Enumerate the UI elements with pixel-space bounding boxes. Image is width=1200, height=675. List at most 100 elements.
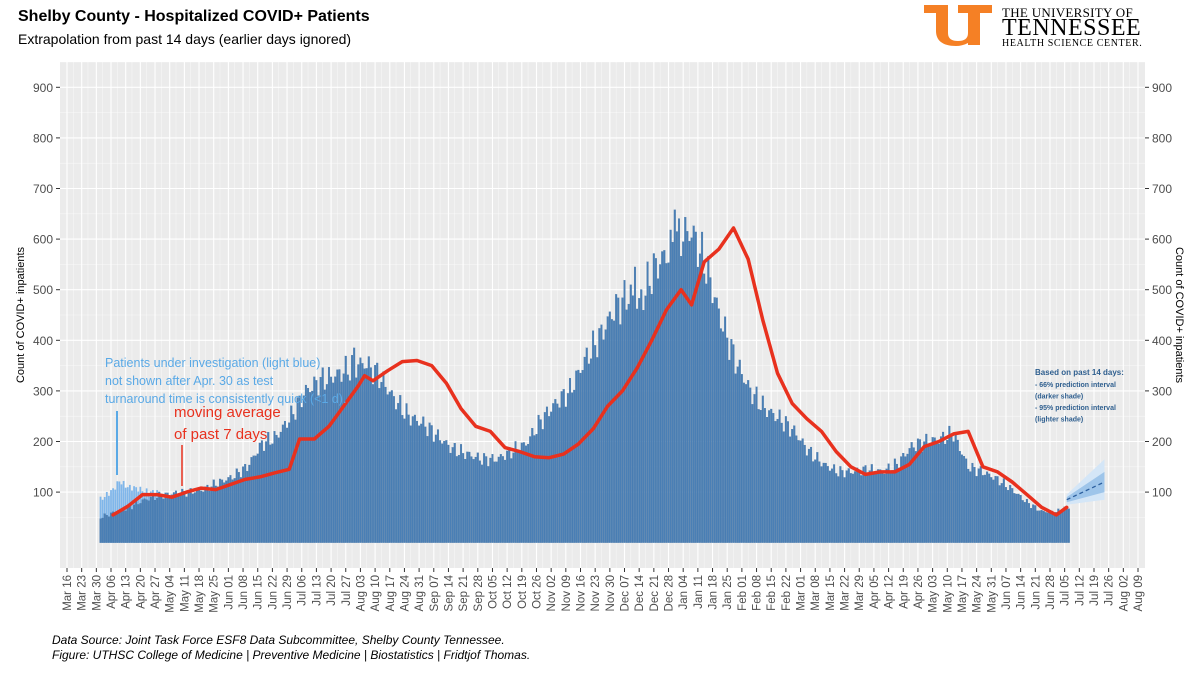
hospitalized-bar [994, 476, 997, 543]
hospitalized-bar [126, 505, 129, 543]
hospitalized-bar [485, 456, 488, 543]
hospitalized-bar [300, 407, 303, 543]
hospitalized-bar [426, 436, 429, 543]
hospitalized-bar [466, 451, 469, 543]
hospitalized-bar [321, 367, 324, 543]
hospitalized-bar [963, 456, 966, 543]
hospitalized-bar [189, 488, 192, 543]
hospitalized-bar [518, 452, 521, 543]
hospitalized-bar [221, 479, 224, 543]
hospitalized-bar [420, 423, 423, 543]
hospitalized-bar [525, 445, 527, 543]
hospitalized-bar [170, 494, 173, 543]
hospitalized-bar [751, 404, 754, 543]
hospitalized-bar [158, 491, 161, 543]
hospitalized-bar [443, 440, 446, 543]
hospitalized-bar [246, 471, 249, 543]
hospitalized-bar [866, 475, 869, 543]
hospitalized-bar [286, 427, 289, 543]
hospitalized-bar [579, 372, 582, 543]
hospitalized-bar [956, 439, 959, 543]
hospitalized-bar [193, 492, 196, 543]
hospitalized-bar [1015, 493, 1018, 543]
x-tick-label: Aug 24 [399, 574, 411, 611]
hospitalized-bar [763, 408, 766, 543]
hospitalized-bar [1048, 510, 1051, 543]
hospitalized-bar [472, 459, 475, 543]
hospitalized-bar [198, 489, 201, 543]
hospitalized-bar [105, 515, 108, 543]
hospitalized-bar [411, 416, 414, 543]
hospitalized-bar [250, 457, 253, 543]
hospitalized-bar [717, 308, 720, 543]
hospitalized-bar [252, 455, 255, 543]
hospitalized-bar [372, 384, 374, 543]
x-tick-label: Oct 26 [531, 575, 543, 609]
hospitalized-bar [149, 497, 152, 543]
hospitalized-bar [376, 362, 379, 543]
hospitalized-bar [627, 303, 630, 543]
hospitalized-bar [885, 468, 888, 543]
hospitalized-bar [889, 471, 892, 543]
hospitalized-bar [416, 420, 419, 543]
hospitalized-bar [114, 513, 117, 543]
x-tick-label: Feb 08 [752, 575, 764, 611]
hospitalized-bar [539, 419, 542, 543]
data-source-caption: Data Source: Joint Task Force ESF8 Data … [52, 633, 505, 647]
hospitalized-bar [1023, 502, 1026, 543]
hospitalized-bar [204, 486, 207, 543]
hospitalized-bar [801, 438, 804, 543]
hospitalized-bar [483, 453, 486, 543]
hospitalized-bar [143, 498, 146, 543]
x-tick-label: Dec 07 [620, 575, 632, 611]
hospitalized-bar [1057, 508, 1060, 543]
hospitalized-bar [709, 277, 712, 543]
hospitalized-bar [900, 456, 903, 543]
hospitalized-bar [160, 496, 163, 543]
hospitalized-bar [154, 500, 157, 543]
x-tick-label: May 17 [957, 575, 969, 613]
hospitalized-bar [281, 424, 284, 543]
hospitalized-bar [191, 493, 194, 543]
hospitalized-bar [363, 368, 366, 543]
hospitalized-bar [562, 389, 565, 543]
logo-line-1: THE UNIVERSITY OF [1002, 5, 1133, 20]
x-tick-label: Apr 13 [121, 575, 133, 609]
y-tick-label-left: 400 [33, 334, 53, 348]
hospitalized-bar [227, 477, 230, 543]
hospitalized-bar [506, 450, 509, 543]
hospitalized-bar [701, 231, 704, 543]
hospitalized-bar [254, 455, 257, 543]
prediction-note-line: - 95% prediction interval [1035, 405, 1116, 412]
hospitalized-bar [678, 218, 680, 543]
hospitalized-bar [407, 414, 410, 543]
hospitalized-bar [587, 363, 590, 543]
uthsc-logo: THE UNIVERSITY OF TENNESSEE HEALTH SCIEN… [922, 3, 1192, 49]
hospitalized-bar [130, 509, 133, 543]
x-tick-label: Jun 15 [253, 575, 265, 610]
hospitalized-bar [990, 477, 993, 543]
hospitalized-bar [401, 415, 404, 543]
hospitalized-bar [1055, 512, 1058, 543]
hospitalized-bar [334, 376, 337, 543]
y-tick-label-right: 400 [1152, 334, 1172, 348]
hospitalized-bar [795, 435, 798, 543]
x-tick-label: Jun 21 [1030, 575, 1042, 610]
hospitalized-bar [870, 464, 873, 543]
hospitalized-bar [847, 468, 850, 543]
hospitalized-bar [862, 466, 865, 543]
hospitalized-bar [629, 284, 632, 543]
chart-title: Shelby County - Hospitalized COVID+ Pati… [18, 8, 370, 25]
hospitalized-bar [229, 475, 232, 543]
hospitalized-bar [445, 440, 448, 543]
hospitalized-bar [166, 492, 169, 543]
hospitalized-bar [722, 331, 725, 543]
x-tick-label: Feb 15 [766, 575, 778, 611]
hospitalized-bar [122, 509, 125, 543]
hospitalized-bar [1009, 485, 1012, 543]
hospitalized-bar [520, 442, 523, 543]
hospitalized-bar [935, 440, 938, 543]
y-tick-label-left: 600 [33, 233, 53, 247]
x-tick-label: Mar 22 [840, 575, 852, 611]
hospitalized-bar [491, 454, 494, 543]
